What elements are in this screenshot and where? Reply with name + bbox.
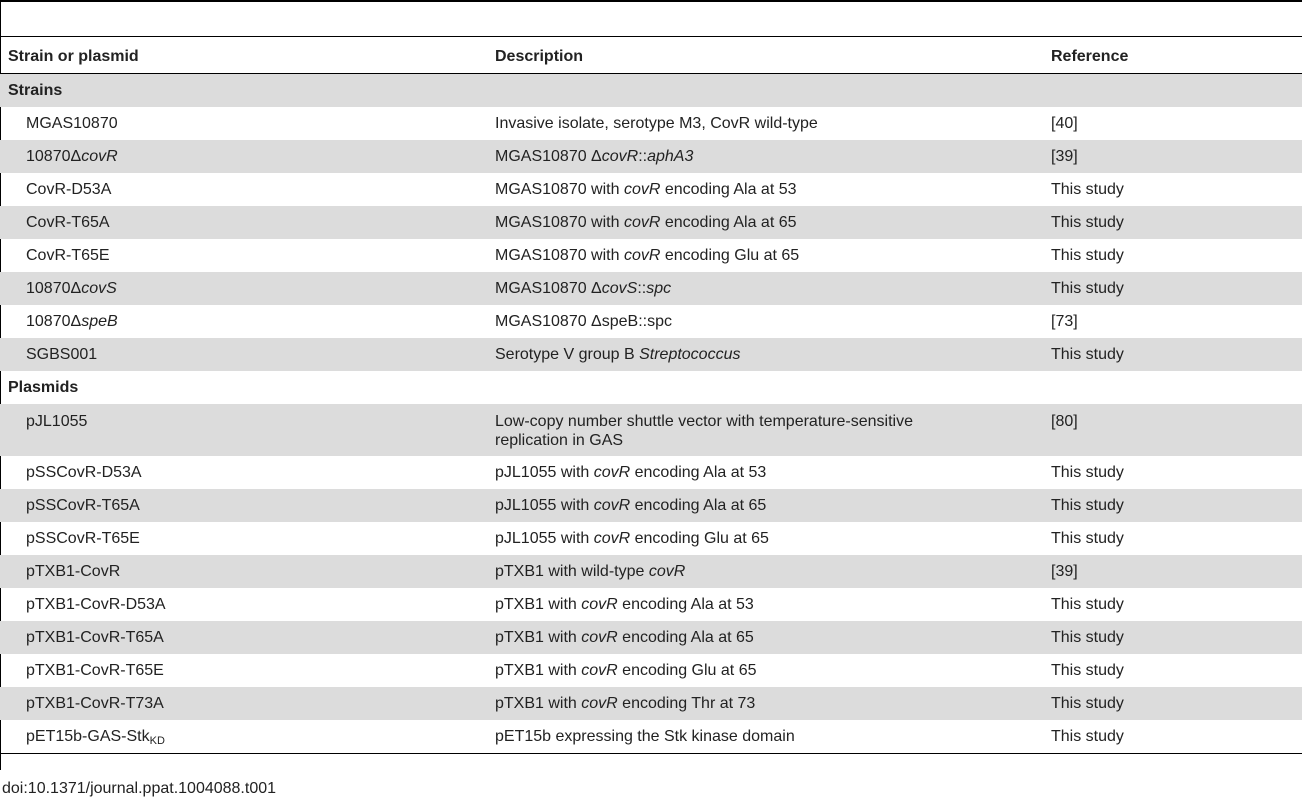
table-row: pTXB1-CovR-T73A pTXB1 with covR encoding… (0, 687, 1302, 720)
table-row: MGAS10870 Invasive isolate, serotype M3,… (0, 107, 1302, 140)
strain-name: 10870ΔspeB (26, 313, 118, 330)
strain-description: Invasive isolate, serotype M3, CovR wild… (495, 115, 818, 132)
column-header-reference: Reference (1043, 40, 1302, 74)
table-row: 10870ΔspeB MGAS10870 ΔspeB::spc [73] (0, 305, 1302, 338)
strain-reference: This study (1051, 181, 1124, 198)
plasmid-reference: This study (1043, 489, 1302, 522)
strain-name: CovR-T65A (0, 206, 487, 239)
strain-name: 10870ΔcovS (0, 272, 487, 305)
plasmid-reference: This study (1051, 464, 1124, 481)
strain-reference: [40] (1051, 115, 1078, 132)
table-row: pTXB1-CovR-T65E pTXB1 with covR encoding… (0, 654, 1302, 687)
strain-description: MGAS10870 ΔspeB::spc (495, 313, 672, 330)
strains-plasmids-table: Strain or plasmid Description Reference … (0, 40, 1302, 754)
table-row: pTXB1-CovR-D53A pTXB1 with covR encoding… (0, 588, 1302, 621)
plasmid-description: pTXB1 with wild-type covR (487, 555, 1043, 588)
strain-name: CovR-D53A (26, 181, 112, 198)
plasmid-description: pTXB1 with covR encoding Ala at 53 (495, 596, 754, 613)
desc-italic: aphA3 (647, 148, 694, 165)
strain-description: MGAS10870 ΔcovR::aphA3 (487, 140, 1043, 173)
table-row: CovR-T65A MGAS10870 with covR encoding A… (0, 206, 1302, 239)
plasmid-reference: [80] (1043, 404, 1302, 456)
plasmid-reference: This study (1051, 530, 1124, 547)
strain-name: 10870ΔcovR (0, 140, 487, 173)
plasmid-description: pTXB1 with covR encoding Thr at 73 (487, 687, 1043, 720)
doi-caption: doi:10.1371/journal.ppat.1004088.t001 (2, 780, 277, 797)
table-row: CovR-D53A MGAS10870 with covR encoding A… (0, 173, 1302, 206)
strain-reference: This study (1043, 338, 1302, 371)
desc-text: :: (638, 148, 648, 165)
table-row: pTXB1-CovR pTXB1 with wild-type covR [39… (0, 555, 1302, 588)
plasmid-name: pTXB1-CovR-T73A (0, 687, 487, 720)
plasmid-name: pSSCovR-D53A (26, 464, 142, 481)
plasmid-name: pSSCovR-T65A (0, 489, 487, 522)
plasmid-reference: This study (1043, 720, 1302, 754)
name-italic: covR (81, 148, 118, 165)
table-row: 10870ΔcovS MGAS10870 ΔcovS::spc This stu… (0, 272, 1302, 305)
plasmid-reference: This study (1051, 662, 1124, 679)
strain-description: MGAS10870 with covR encoding Ala at 65 (487, 206, 1043, 239)
column-header-strain: Strain or plasmid (0, 40, 487, 74)
table-row: pSSCovR-D53A pJL1055 with covR encoding … (0, 456, 1302, 489)
plasmid-name: pTXB1-CovR (0, 555, 487, 588)
table-row: SGBS001 Serotype V group B Streptococcus… (0, 338, 1302, 371)
plasmid-name: pTXB1-CovR-T65A (0, 621, 487, 654)
header-rule (0, 36, 1302, 37)
table-row: pSSCovR-T65A pJL1055 with covR encoding … (0, 489, 1302, 522)
plasmid-description: Low-copy number shuttle vector with temp… (487, 404, 1043, 456)
strain-reference: This study (1043, 206, 1302, 239)
section-title: Plasmids (8, 379, 79, 396)
plasmid-description: pTXB1 with covR encoding Glu at 65 (495, 662, 757, 679)
plasmid-description: pET15b expressing the Stk kinase domain (487, 720, 1043, 754)
table-row: pET15b-GAS-StkKD pET15b expressing the S… (0, 720, 1302, 754)
strain-reference: This study (1043, 272, 1302, 305)
plasmid-description: pJL1055 with covR encoding Ala at 53 (495, 464, 767, 481)
strain-name: SGBS001 (0, 338, 487, 371)
plasmid-description: pJL1055 with covR encoding Ala at 65 (487, 489, 1043, 522)
strain-description: MGAS10870 with covR encoding Ala at 53 (495, 181, 797, 198)
strain-reference: [73] (1051, 313, 1078, 330)
desc-text: MGAS10870 Δ (495, 148, 602, 165)
name-prefix: 10870Δ (26, 148, 82, 165)
table-header-row: Strain or plasmid Description Reference (0, 40, 1302, 74)
plasmid-name: pET15b-GAS-StkKD (0, 720, 487, 754)
left-rule (0, 0, 1, 770)
strain-reference: [39] (1043, 140, 1302, 173)
section-row-strains: Strains (0, 73, 1302, 107)
plasmid-name: pJL1055 (0, 404, 487, 456)
section-title: Strains (0, 73, 1302, 107)
plasmid-reference: This study (1043, 687, 1302, 720)
plasmid-description: pJL1055 with covR encoding Glu at 65 (495, 530, 769, 547)
strain-name: MGAS10870 (26, 115, 118, 132)
plasmid-name: pSSCovR-T65E (26, 530, 140, 547)
strain-name: CovR-T65E (26, 247, 110, 264)
desc-italic: covR (601, 148, 639, 165)
strain-description: Serotype V group B Streptococcus (487, 338, 1043, 371)
table-row: CovR-T65E MGAS10870 with covR encoding G… (0, 239, 1302, 272)
table-row: pTXB1-CovR-T65A pTXB1 with covR encoding… (0, 621, 1302, 654)
table-row: pSSCovR-T65E pJL1055 with covR encoding … (0, 522, 1302, 555)
column-header-description: Description (487, 40, 1043, 74)
top-rule (0, 0, 1302, 2)
plasmid-name: pTXB1-CovR-T65E (26, 662, 164, 679)
strain-description: MGAS10870 with covR encoding Glu at 65 (495, 247, 800, 264)
strain-description: MGAS10870 ΔcovS::spc (487, 272, 1043, 305)
plasmid-reference: [39] (1043, 555, 1302, 588)
section-row-plasmids: Plasmids (0, 371, 1302, 404)
strain-reference: This study (1051, 247, 1124, 264)
plasmid-reference: This study (1043, 621, 1302, 654)
plasmid-reference: This study (1051, 596, 1124, 613)
plasmid-name: pTXB1-CovR-D53A (26, 596, 166, 613)
plasmid-description: pTXB1 with covR encoding Ala at 65 (487, 621, 1043, 654)
table-row: 10870ΔcovR MGAS10870 ΔcovR::aphA3 [39] (0, 140, 1302, 173)
table-row: pJL1055 Low-copy number shuttle vector w… (0, 404, 1302, 456)
